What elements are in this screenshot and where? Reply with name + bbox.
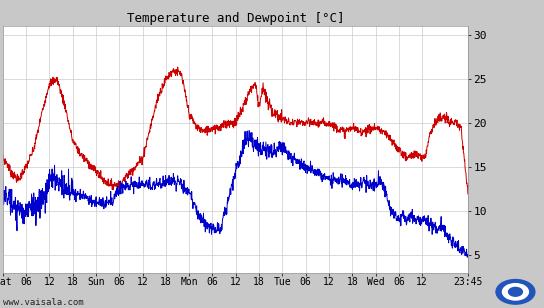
Title: Temperature and Dewpoint [°C]: Temperature and Dewpoint [°C] — [127, 12, 344, 25]
Circle shape — [496, 280, 535, 304]
Text: www.vaisala.com: www.vaisala.com — [3, 298, 83, 307]
Circle shape — [503, 284, 528, 300]
Circle shape — [509, 287, 522, 296]
